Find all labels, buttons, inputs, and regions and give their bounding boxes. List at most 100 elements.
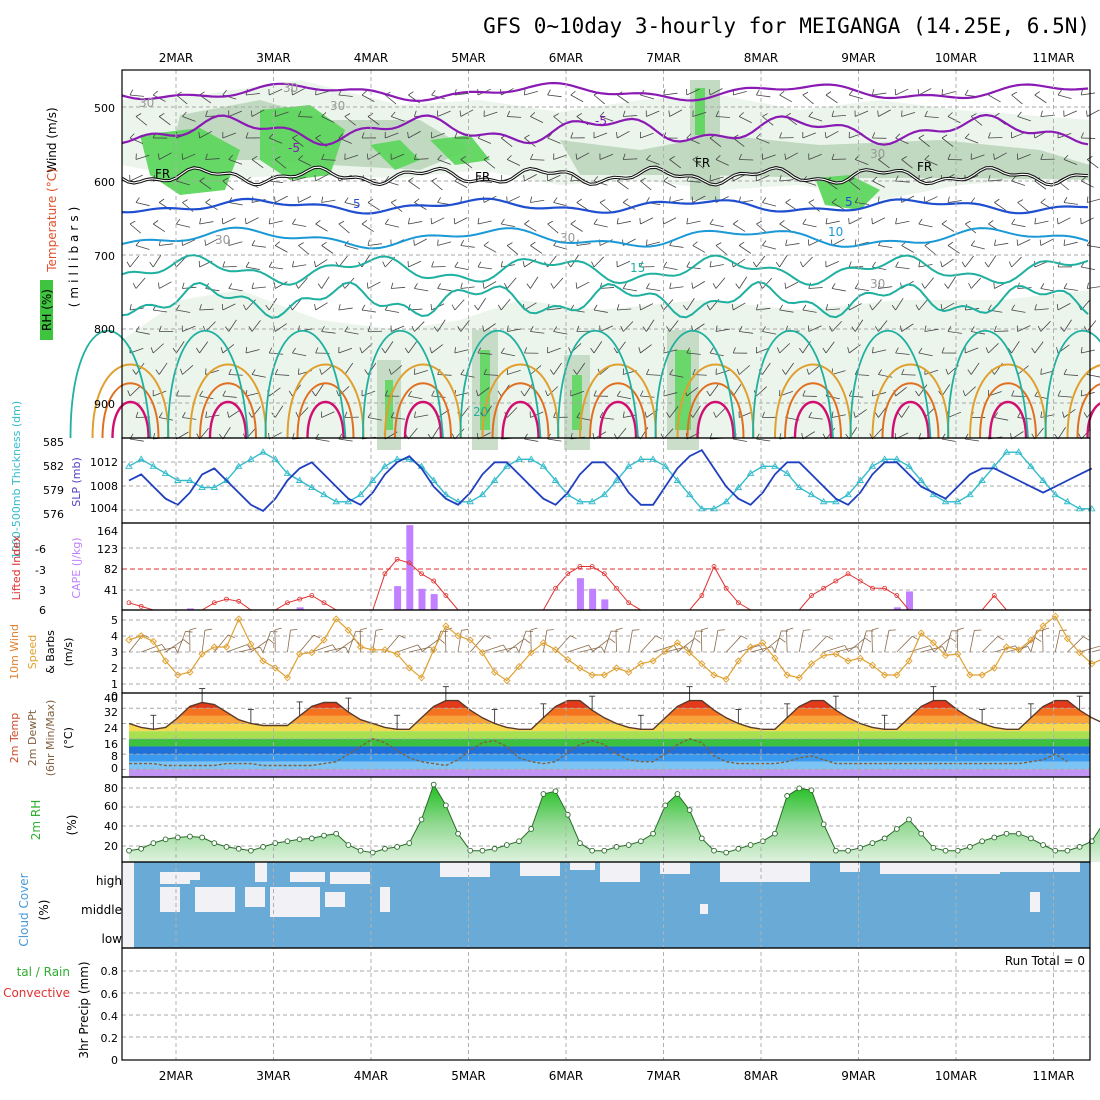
upper-wind-barb <box>1017 239 1031 246</box>
upper-wind-barb-flag <box>874 412 879 418</box>
upper-wind-barb <box>367 417 382 421</box>
upper-wind-barb-flag <box>199 390 204 397</box>
surface-wind-barb <box>762 637 781 653</box>
upper-wind-barb-flag <box>524 88 526 96</box>
upper-wind-barb-flag <box>361 304 366 311</box>
date-label-top: 8MAR <box>744 51 779 65</box>
upper-wind-barb <box>855 288 870 291</box>
upper-wind-barb-flag <box>1011 91 1018 96</box>
wind-speed-point <box>673 639 682 647</box>
li-point <box>601 571 607 577</box>
upper-wind-barb-flag <box>344 411 348 418</box>
upper-wind-barb <box>692 281 706 289</box>
slp-grid <box>122 461 1090 511</box>
bottom-date-labels: 2MAR 3MAR 4MAR 5MAR 6MAR 7MAR 8MAR 9MAR 10MAR 11M… <box>159 1069 1075 1083</box>
upper-wind-barb-flag <box>1080 217 1082 225</box>
upper-wind-barb <box>988 94 1001 103</box>
wind-speed-point <box>588 671 596 679</box>
upper-wind-barb-flag <box>709 347 714 354</box>
surface-wind-barb-flag <box>741 635 748 640</box>
thickness-point <box>600 490 609 498</box>
upper-ylabel-pressure: (millibars) <box>67 203 81 308</box>
rh-fill <box>129 784 1100 862</box>
cloud-gap <box>720 862 810 882</box>
surface-wind-barb-flag <box>759 645 764 652</box>
upper-wind-barb <box>477 220 492 225</box>
surface-wind-barb-flag <box>274 627 282 631</box>
upper-wind-barb-flag <box>182 412 186 418</box>
upper-wind-barb <box>988 179 1003 182</box>
upper-wind-barb <box>292 223 307 227</box>
upper-wind-barb-flag <box>706 304 711 311</box>
upper-wind-barb-flag <box>437 197 442 203</box>
upper-wind-barb-flag <box>500 261 503 268</box>
upper-wind-barb-flag <box>460 282 463 289</box>
thickness-point <box>649 455 657 462</box>
thickness-point <box>332 497 340 505</box>
upper-wind-barb <box>895 180 910 183</box>
upper-wind-barb <box>159 281 172 289</box>
slp-lines <box>125 448 1096 512</box>
rh-point <box>845 847 851 854</box>
cloud-gap <box>270 887 320 917</box>
slp-line <box>128 448 1093 512</box>
upper-wind-barb <box>274 323 287 332</box>
upper-wind-barb-flag <box>756 220 762 225</box>
thk-tick: 585 <box>43 436 64 449</box>
rh-point <box>723 849 730 856</box>
upper-wind-barb <box>507 116 522 118</box>
upper-wind-barb <box>965 347 979 354</box>
upper-wind-barb-flag <box>947 326 952 332</box>
li-tick: 3 <box>39 584 46 597</box>
upper-wind-barb <box>878 245 893 248</box>
rh-shade-green <box>370 140 420 170</box>
date-label-bottom: 4MAR <box>354 1069 389 1083</box>
thickness-point <box>880 455 889 462</box>
upper-wind-barb-flag <box>268 261 273 268</box>
cloud-level-high: high <box>96 874 122 888</box>
upper-wind-barb-flag <box>799 261 804 268</box>
upper-wind-barb-flag <box>367 325 371 332</box>
upper-wind-barb <box>321 331 336 334</box>
upper-wind-barb <box>738 276 748 289</box>
upper-wind-barb <box>222 180 234 191</box>
upper-wind-barb-flag <box>553 113 560 117</box>
upper-wind-barb-flag <box>1040 198 1046 203</box>
upper-wind-barb-flag <box>622 283 627 289</box>
upper-wind-barb <box>669 109 683 117</box>
upper-wind-barb-flag <box>1031 347 1036 354</box>
upper-wind-barb <box>251 109 265 117</box>
pressure-axis: 500 600 700 800 900 <box>94 102 115 411</box>
isotherm-label: -5 <box>595 114 607 128</box>
upper-wind-barb-flag <box>639 303 641 311</box>
upper-wind-barb-flag <box>550 282 554 289</box>
upper-wind-barb-flag <box>500 218 505 225</box>
upper-wind-barb-flag <box>180 368 183 375</box>
upper-wind-barb-flag <box>799 347 804 354</box>
upper-wind-barb-flag <box>735 283 740 289</box>
upper-wind-barb <box>182 365 194 375</box>
upper-wind-barb-flag <box>599 199 606 203</box>
temp-tick: 40 <box>104 692 118 705</box>
upper-wind-barb <box>176 341 185 354</box>
upper-wind-barb <box>245 217 259 225</box>
li-point <box>565 571 571 577</box>
run-total: Run Total = 0 <box>1005 954 1085 968</box>
upper-wind-barb <box>454 299 465 311</box>
surface-wind-barb <box>725 635 742 653</box>
upper-wind-barb <box>918 299 929 311</box>
rh-point <box>918 830 925 837</box>
upper-wind-barb-flag <box>524 220 530 225</box>
upper-wind-barb-flag <box>715 110 719 117</box>
upper-wind-barb <box>298 277 308 289</box>
upper-wind-barb-flag <box>245 261 250 268</box>
wind-speed-point <box>1075 648 1084 657</box>
surface-wind-barb <box>518 630 527 653</box>
upper-wind-barb-flag <box>847 347 850 354</box>
wind-speed-point <box>125 636 133 644</box>
upper-wind-barb <box>321 159 336 161</box>
cloud-gap <box>1000 862 1080 872</box>
upper-wind-barb <box>802 94 814 105</box>
thickness-point <box>381 462 389 469</box>
upper-wind-barb <box>199 428 209 440</box>
